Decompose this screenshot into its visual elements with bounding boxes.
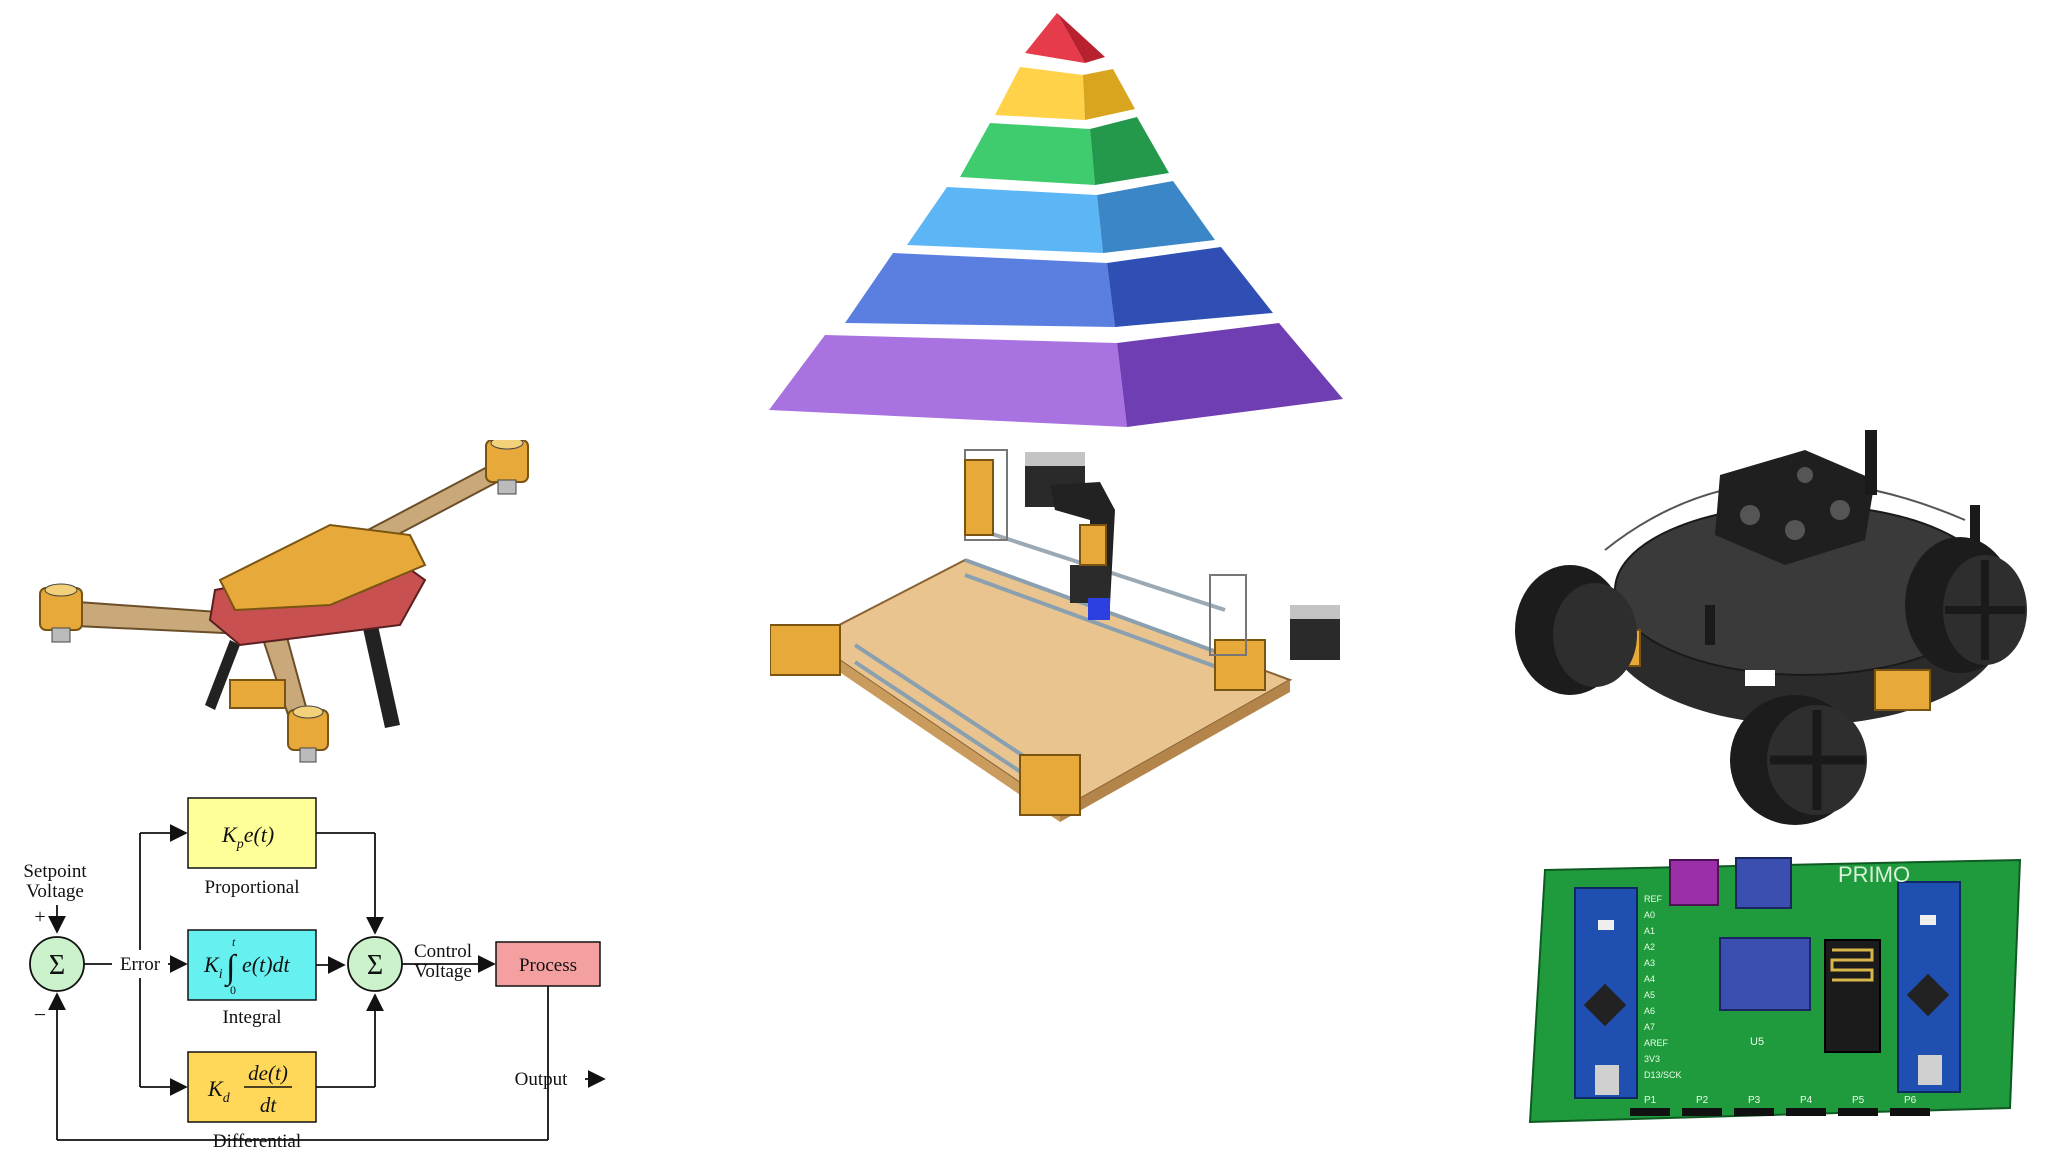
arduino-pcb-photo: PRIMO REFA0A1A2A3A4A5A6A7AREF3V3D13/SCK … bbox=[1528, 857, 2022, 1124]
minus-sign: − bbox=[34, 1002, 46, 1027]
robot-wheel-front bbox=[1730, 695, 1867, 825]
pin-label: A3 bbox=[1644, 958, 1655, 968]
ki-k: Ki bbox=[203, 952, 223, 982]
setpoint-label-line2: Voltage bbox=[26, 881, 84, 902]
drone-motor-left bbox=[39, 583, 83, 643]
integral-sign: ∫ bbox=[224, 949, 238, 988]
sensor-module-blue-top bbox=[1735, 857, 1792, 909]
kd-denominator: dt bbox=[260, 1093, 278, 1117]
pin-header bbox=[1630, 1108, 1670, 1116]
kd-numerator: de(t) bbox=[248, 1061, 288, 1085]
pin-label: A6 bbox=[1644, 1006, 1655, 1016]
pin-header bbox=[1682, 1108, 1722, 1116]
output-label: Output bbox=[515, 1069, 569, 1090]
pyramid-layer-2 bbox=[995, 67, 1135, 120]
pin-label: AREF bbox=[1644, 1038, 1669, 1048]
differential-label: Differential bbox=[213, 1131, 301, 1152]
cnc-machine-illustration bbox=[770, 449, 1340, 822]
pin-label: REF bbox=[1644, 894, 1663, 904]
layered-pyramid-graphic bbox=[769, 13, 1343, 427]
chip-label: U5 bbox=[1750, 1036, 1764, 1048]
setpoint-label-line1: Setpoint bbox=[23, 861, 87, 882]
sensor-module-gyro bbox=[1719, 937, 1811, 1011]
pin-label: 3V3 bbox=[1644, 1054, 1660, 1064]
robot-sensor-mount bbox=[1715, 450, 1875, 565]
proportional-label: Proportional bbox=[205, 877, 300, 898]
pyramid-layer-1 bbox=[1025, 13, 1105, 63]
header-label: P4 bbox=[1800, 1095, 1813, 1106]
robot-wheel-back-left bbox=[1515, 565, 1637, 695]
kp-expression: Kpe(t) bbox=[221, 822, 274, 852]
pin-headers: P1 P2 P3 P4 P5 P6 bbox=[1630, 1095, 1930, 1116]
pin-label: A4 bbox=[1644, 974, 1655, 984]
sensor-module-purple bbox=[1669, 859, 1719, 906]
plus-sign: + bbox=[34, 906, 45, 928]
pin-header bbox=[1786, 1108, 1826, 1116]
drone-motor-front bbox=[287, 705, 329, 763]
control-label-line2: Voltage bbox=[414, 961, 472, 982]
error-label: Error bbox=[120, 954, 161, 975]
pin-label: D13/SCK bbox=[1644, 1070, 1682, 1080]
pin-labels-left: REF A0 A1 A2 A3 A4 A5 A6 A7 AREF 3V3 D13/SCK bbox=[1644, 894, 1682, 1080]
control-label-line1: Control bbox=[414, 941, 472, 962]
process-block bbox=[495, 941, 601, 987]
header-label: P1 bbox=[1644, 1095, 1657, 1106]
cnc-bracket-front-right bbox=[1019, 754, 1081, 816]
kd-k: Kd bbox=[207, 1076, 231, 1106]
process-label: Process bbox=[519, 955, 577, 976]
header-label: P5 bbox=[1852, 1095, 1865, 1106]
cnc-tower-right bbox=[1209, 574, 1247, 656]
drone-motor-right bbox=[485, 440, 529, 495]
pin-label: A5 bbox=[1644, 990, 1655, 1000]
cnc-bracket-front-left bbox=[770, 624, 841, 676]
pin-label: A7 bbox=[1644, 1022, 1655, 1032]
pyramid-layer-3 bbox=[960, 117, 1169, 185]
robot-wheel-back-right bbox=[1905, 537, 2027, 673]
pyramid-layer-5 bbox=[845, 247, 1273, 327]
pin-label: A0 bbox=[1644, 910, 1655, 920]
cnc-stepper-motor-2 bbox=[1290, 605, 1340, 660]
pin-label: A2 bbox=[1644, 942, 1655, 952]
robot-car-illustration bbox=[1515, 430, 2027, 825]
cnc-rail-back-2 bbox=[964, 573, 1226, 672]
arduino-nano-left bbox=[1574, 887, 1638, 1099]
sigma-symbol-2: Σ bbox=[367, 950, 383, 981]
cnc-spindle bbox=[1070, 565, 1110, 603]
integral-lower-limit: 0 bbox=[230, 983, 236, 997]
pin-header bbox=[1838, 1108, 1878, 1116]
pyramid-layer-6 bbox=[769, 323, 1343, 427]
header-label: P3 bbox=[1748, 1095, 1761, 1106]
header-label: P6 bbox=[1904, 1095, 1917, 1106]
drone-top-plate bbox=[218, 523, 427, 612]
board-brand: PRIMO bbox=[1838, 862, 1910, 887]
pin-header bbox=[1890, 1108, 1930, 1116]
pid-control-diagram: Setpoint Voltage + − Σ Error Kpe(t) Prop… bbox=[23, 797, 606, 1152]
robot-motor-front bbox=[1874, 669, 1931, 711]
integral-block bbox=[187, 929, 317, 1001]
drone-leg-right bbox=[360, 612, 400, 728]
pin-header bbox=[1734, 1108, 1774, 1116]
sigma-symbol-1: Σ bbox=[49, 950, 65, 981]
arduino-nano-right bbox=[1897, 881, 1961, 1093]
tricopter-drone-illustration bbox=[39, 440, 529, 763]
pin-label: A1 bbox=[1644, 926, 1655, 936]
header-label: P2 bbox=[1696, 1095, 1709, 1106]
drone-leg-left bbox=[205, 640, 240, 710]
ki-rest: e(t)dt bbox=[242, 952, 291, 977]
cnc-bracket-back-right bbox=[1214, 639, 1266, 691]
cnc-blue-tool bbox=[1088, 598, 1110, 620]
drone-battery bbox=[229, 679, 286, 709]
pyramid-layer-4 bbox=[907, 181, 1215, 253]
integral-upper-limit: t bbox=[232, 935, 236, 949]
integral-label: Integral bbox=[222, 1007, 281, 1028]
